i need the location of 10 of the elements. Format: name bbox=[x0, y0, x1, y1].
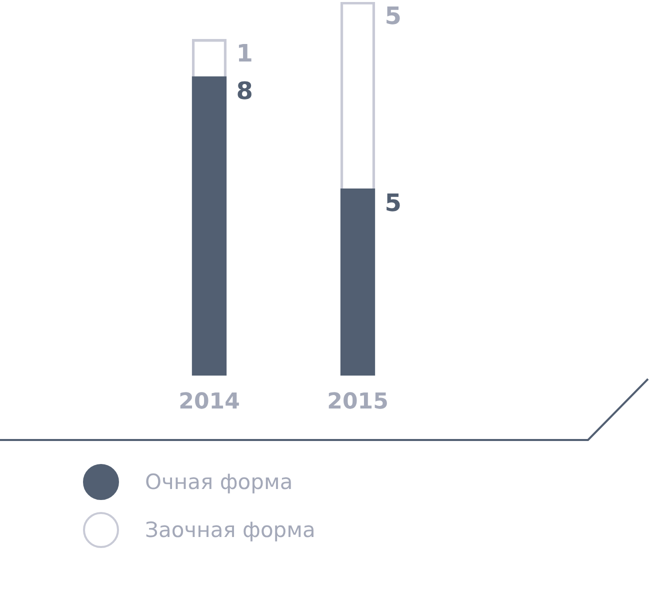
bar bbox=[340, 188, 376, 376]
data-label: 5 bbox=[384, 189, 402, 218]
x-tick-label: 2015 bbox=[327, 390, 388, 415]
data-label: 8 bbox=[236, 76, 253, 105]
data-label: 1 bbox=[236, 40, 253, 68]
legend-label: Очная форма bbox=[145, 470, 293, 494]
legend-label: Заочная форма bbox=[145, 518, 316, 542]
x-tick-label: 2014 bbox=[178, 390, 240, 415]
bar bbox=[192, 76, 227, 376]
data-label: 5 bbox=[384, 2, 402, 30]
